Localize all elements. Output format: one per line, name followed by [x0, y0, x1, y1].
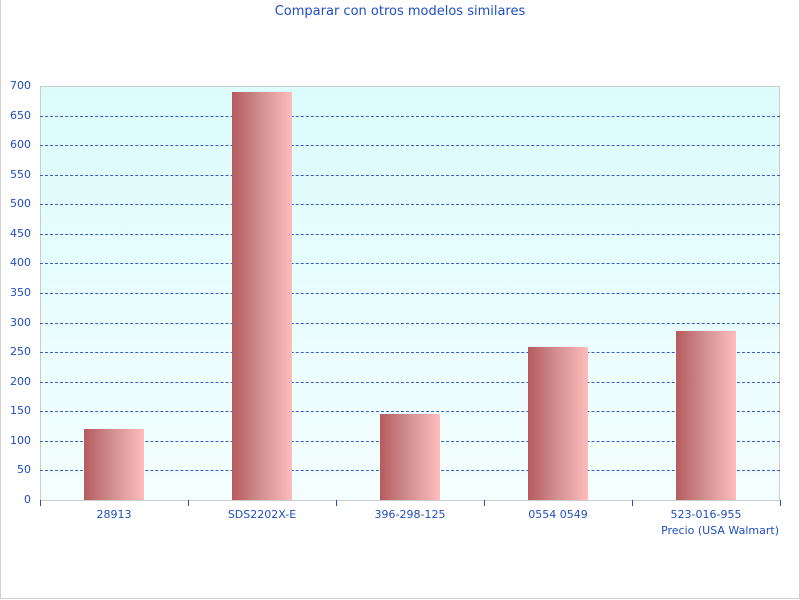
- y-tick-label: 150: [10, 404, 31, 418]
- x-tick-mark: [40, 500, 41, 506]
- bar[interactable]: [676, 330, 736, 500]
- x-tick-label: 523-016-955: [670, 508, 742, 521]
- x-tick-label: 0554 0549: [528, 508, 588, 521]
- gridline: [40, 411, 780, 413]
- y-tick-label: 0: [24, 493, 31, 506]
- gridline: [40, 115, 780, 117]
- chart-title: Comparar con otros modelos similares: [274, 4, 526, 19]
- y-tick-label: 600: [10, 138, 31, 152]
- bar[interactable]: [84, 429, 144, 500]
- x-tick-mark: [336, 500, 337, 506]
- x-tick-mark: [632, 500, 633, 506]
- y-tick-label: 500: [10, 197, 31, 211]
- legend-series-label: Precio (USA Walmart): [661, 524, 779, 537]
- x-tick-label: 28913: [96, 508, 132, 521]
- x-tick-mark: [780, 500, 781, 506]
- gridline: [40, 322, 780, 324]
- y-tick-label: 700: [10, 79, 31, 92]
- gridline: [40, 352, 780, 354]
- bar[interactable]: [380, 414, 440, 500]
- x-tick-mark: [484, 500, 485, 506]
- x-tick-label: 396-298-125: [374, 508, 446, 521]
- gridline: [40, 263, 780, 265]
- y-tick-label: 250: [10, 345, 31, 359]
- gridline: [40, 233, 780, 235]
- gridline: [40, 204, 780, 206]
- x-axis-line: [40, 500, 780, 501]
- y-tick-label: 450: [10, 226, 31, 240]
- bar[interactable]: [232, 91, 292, 500]
- gridline: [40, 381, 780, 383]
- y-tick-label: 350: [10, 286, 31, 299]
- y-tick-label: 100: [10, 433, 31, 447]
- gridline: [40, 174, 780, 176]
- gridline: [40, 145, 780, 147]
- y-tick-label: 650: [10, 108, 31, 122]
- gridline: [40, 293, 780, 294]
- x-tick-label: SDS2202X-E: [227, 508, 297, 521]
- y-tick-label: 300: [10, 315, 31, 329]
- x-tick-mark: [188, 500, 189, 506]
- y-tick-label: 550: [10, 167, 31, 181]
- y-tick-label: 400: [10, 256, 31, 270]
- y-tick-label: 50: [17, 463, 31, 477]
- bar[interactable]: [528, 346, 588, 500]
- y-tick-label: 200: [10, 374, 31, 388]
